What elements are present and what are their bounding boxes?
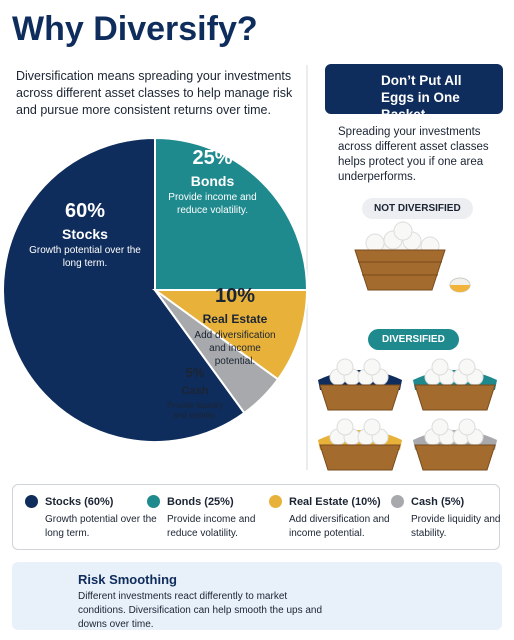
slice-percent: 60% (64, 200, 106, 222)
not-diversified-label: NOT DIVERSIFIED (362, 198, 473, 219)
slice-percent: 5% (185, 365, 205, 380)
egg (336, 358, 354, 376)
basket (319, 384, 401, 411)
basket (414, 444, 496, 471)
side-text: Spreading your investments across differ… (338, 126, 489, 183)
egg (458, 358, 476, 376)
slice-label: 60% Stocks Growth potential over the long … (20, 198, 150, 270)
legend-label: Bonds (25%) (167, 496, 234, 508)
slice-name: Cash (181, 385, 209, 397)
legend-label: Real Estate (10%) (289, 496, 381, 508)
egg (431, 358, 449, 376)
slice-percent: 10% (214, 285, 256, 307)
slice-description: Provide liquidity and stability. (166, 401, 224, 420)
legend-description: Growth potential over the long term. (45, 514, 157, 539)
legend-description: Provide liquidity and stability. (411, 514, 501, 539)
slice-label: 10% Real Estate Add diversification and in… (190, 283, 280, 368)
pie-slice (154, 136, 309, 291)
risk-box: Risk Smoothing Different investments rea… (12, 562, 502, 630)
legend-swatch (25, 495, 38, 508)
legend-swatch (269, 495, 282, 508)
egg (458, 418, 476, 436)
diversified-baskets (318, 358, 497, 471)
egg (431, 418, 449, 436)
slice-label: 5% Cash Provide liquidity and stability. (165, 365, 225, 421)
diversified-label: DIVERSIFIED (368, 329, 459, 350)
not-diversified-basket (354, 221, 471, 293)
legend-description: Provide income and reduce volatility. (167, 514, 256, 539)
risk-title: Risk Smoothing (78, 572, 177, 587)
slice-name: Bonds (190, 173, 235, 189)
slice-description: Add diversification and income potential… (194, 330, 276, 367)
legend-swatch (147, 495, 160, 508)
legend-item: Real Estate (10%) Add diversification and… (269, 495, 407, 541)
legend-item: Cash (5%) Provide liquidity and stability… (391, 495, 514, 541)
risk-text: Different investments react differently … (78, 591, 323, 630)
egg (336, 418, 354, 436)
pie-slice (154, 289, 280, 415)
egg (363, 418, 381, 436)
page-title: Why Diversify? (12, 10, 258, 48)
side-heading: Don’t Put All Eggs in One Basket (325, 64, 503, 122)
legend: Stocks (60%) Growth potential over the lo… (12, 484, 501, 550)
slice-name: Real Estate (202, 312, 268, 326)
slice-name: Stocks (62, 226, 108, 242)
legend-label: Stocks (60%) (45, 496, 114, 508)
slice-label: 25% Bonds Provide income and reduce volati… (165, 145, 260, 217)
slice-percent: 25% (192, 147, 233, 169)
legend-description: Add diversification and income potential… (289, 514, 390, 539)
intro-text: Diversification means spreading your inv… (16, 69, 293, 117)
slice-description: Growth potential over the long term. (29, 245, 141, 269)
basket (319, 444, 401, 471)
egg (363, 358, 381, 376)
legend-item: Stocks (60%) Growth potential over the lo… (25, 495, 163, 541)
pie-slice (151, 289, 309, 381)
slice-description: Provide income and reduce volatility. (168, 192, 257, 216)
legend-label: Cash (5%) (411, 496, 465, 508)
basket (414, 384, 496, 411)
legend-swatch (391, 495, 404, 508)
pie-slice (2, 136, 246, 443)
legend-item: Bonds (25%) Provide income and reduce vol… (147, 495, 285, 541)
